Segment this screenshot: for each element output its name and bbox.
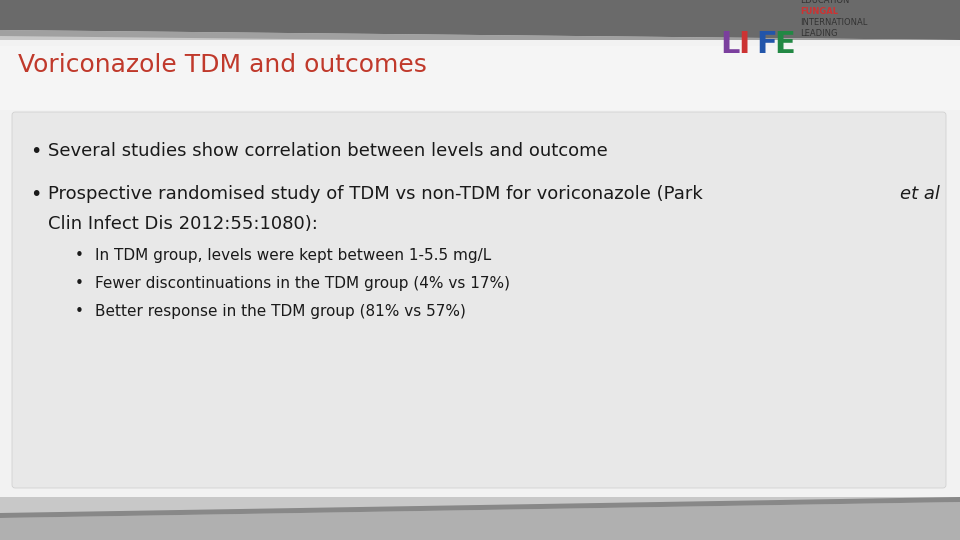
Text: L: L bbox=[720, 30, 739, 59]
Polygon shape bbox=[0, 0, 960, 40]
Polygon shape bbox=[0, 497, 960, 518]
Text: et al: et al bbox=[900, 185, 940, 203]
Text: LEADING: LEADING bbox=[800, 29, 837, 38]
Text: I: I bbox=[738, 30, 750, 59]
FancyBboxPatch shape bbox=[12, 112, 946, 488]
Text: •: • bbox=[75, 248, 84, 263]
Polygon shape bbox=[0, 30, 960, 46]
Text: Voriconazole TDM and outcomes: Voriconazole TDM and outcomes bbox=[18, 53, 427, 77]
Polygon shape bbox=[0, 502, 960, 540]
Text: FUNGAL: FUNGAL bbox=[800, 7, 838, 16]
Bar bbox=[0, 46, 960, 110]
Text: Better response in the TDM group (81% vs 57%): Better response in the TDM group (81% vs… bbox=[95, 304, 466, 319]
Text: E: E bbox=[774, 30, 795, 59]
Text: EDUCATION: EDUCATION bbox=[800, 0, 850, 5]
Text: •: • bbox=[75, 304, 84, 319]
Bar bbox=[0, 40, 960, 497]
Text: •: • bbox=[75, 276, 84, 291]
Text: F: F bbox=[756, 30, 777, 59]
Text: •: • bbox=[30, 142, 41, 161]
Text: Prospective randomised study of TDM vs non-TDM for voriconazole (Park: Prospective randomised study of TDM vs n… bbox=[48, 185, 708, 203]
Text: In TDM group, levels were kept between 1-5.5 mg/L: In TDM group, levels were kept between 1… bbox=[95, 248, 492, 263]
Text: INTERNATIONAL: INTERNATIONAL bbox=[800, 18, 868, 27]
Text: Clin Infect Dis 2012:55:1080):: Clin Infect Dis 2012:55:1080): bbox=[48, 215, 318, 233]
Text: •: • bbox=[30, 185, 41, 204]
Text: Fewer discontinuations in the TDM group (4% vs 17%): Fewer discontinuations in the TDM group … bbox=[95, 276, 510, 291]
Text: Several studies show correlation between levels and outcome: Several studies show correlation between… bbox=[48, 142, 608, 160]
